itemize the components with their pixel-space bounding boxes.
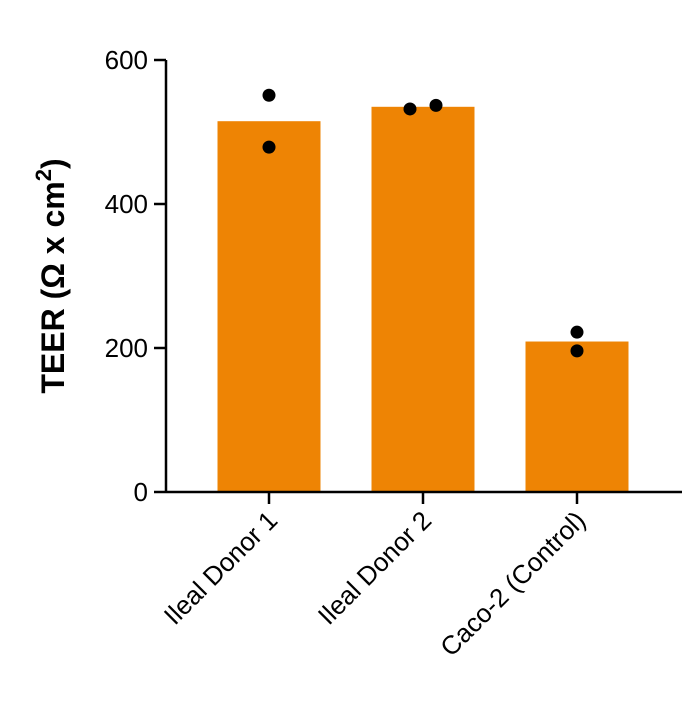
y-tick-label-600: 600 bbox=[105, 45, 148, 75]
y-axis-label: TEER (Ω x cm2) bbox=[31, 158, 71, 393]
bar-3 bbox=[525, 341, 629, 492]
y-tick-label-400: 400 bbox=[105, 189, 148, 219]
x-tick-label-3: Caco-2 (Control) bbox=[434, 505, 591, 662]
data-point-3-1 bbox=[570, 325, 584, 339]
y-tick-label-0: 0 bbox=[134, 477, 148, 507]
bar-2 bbox=[371, 106, 475, 493]
data-point-2-1 bbox=[403, 102, 417, 116]
data-point-3-2 bbox=[570, 344, 584, 358]
bars bbox=[217, 106, 629, 493]
bar-1 bbox=[217, 121, 321, 492]
data-point-1-2 bbox=[262, 140, 276, 154]
x-tick-label-2: Ileal Donor 2 bbox=[312, 505, 437, 630]
data-points bbox=[262, 88, 584, 358]
y-axis-label-close: ) bbox=[35, 158, 71, 169]
y-ticks: 0 200 400 600 bbox=[105, 45, 166, 507]
data-point-2-2 bbox=[429, 98, 443, 112]
x-tick-label-1: Ileal Donor 1 bbox=[158, 505, 283, 630]
y-tick-label-200: 200 bbox=[105, 333, 148, 363]
y-axis-label-main: TEER (Ω x cm bbox=[35, 181, 71, 393]
y-axis-label-superscript: 2 bbox=[31, 169, 56, 181]
data-point-1-1 bbox=[262, 88, 276, 102]
